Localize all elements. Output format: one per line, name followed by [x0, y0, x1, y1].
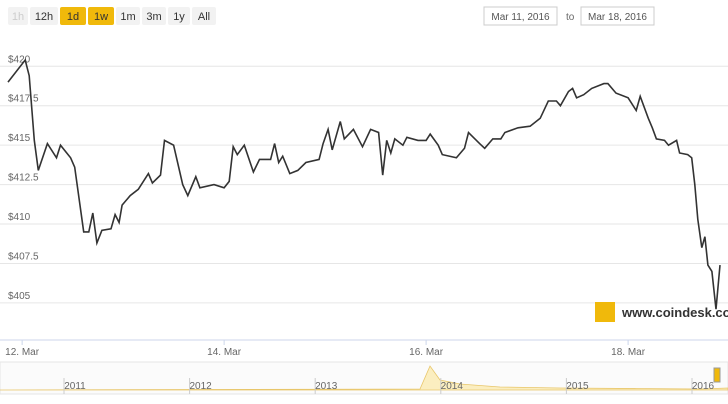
x-tick-label: 16. Mar — [409, 347, 444, 358]
navigator-area — [0, 365, 728, 391]
range-button[interactable] — [88, 7, 114, 25]
y-tick-label: $415 — [8, 133, 31, 144]
watermark: www.coindesk.com — [621, 305, 728, 320]
y-tick-label: $412.5 — [8, 173, 39, 184]
navigator-handle[interactable] — [713, 367, 721, 383]
y-tick-label: $410 — [8, 212, 31, 223]
range-button-label[interactable]: 1y — [173, 11, 185, 23]
range-button[interactable] — [168, 7, 190, 25]
range-button-label[interactable]: 12h — [35, 11, 53, 23]
range-button[interactable] — [116, 7, 140, 25]
navigator-year: 2011 — [64, 381, 86, 392]
navigator-year: 2013 — [315, 381, 338, 392]
range-button[interactable] — [60, 7, 86, 25]
date-input[interactable] — [580, 6, 655, 26]
range-button[interactable] — [142, 7, 166, 25]
navigator-year: 2014 — [441, 381, 464, 392]
range-button-label[interactable]: 1m — [120, 11, 135, 23]
y-tick-label: $420 — [8, 54, 31, 65]
date-input-text[interactable]: Mar 11, 2016 — [491, 12, 550, 23]
navigator-year: 2012 — [189, 381, 212, 392]
range-button — [8, 7, 28, 25]
range-button-label: 1h — [12, 11, 24, 23]
date-input-text[interactable]: Mar 18, 2016 — [588, 12, 647, 23]
y-tick-label: $405 — [8, 291, 31, 302]
date-separator: to — [566, 12, 575, 23]
logo-icon — [595, 302, 615, 322]
range-button[interactable] — [192, 7, 216, 25]
price-line — [7, 58, 721, 310]
y-tick-label: $417.5 — [8, 94, 39, 105]
range-button-label[interactable]: 3m — [146, 11, 161, 23]
date-input[interactable] — [483, 6, 558, 26]
x-tick-label: 18. Mar — [611, 347, 646, 358]
range-button[interactable] — [30, 7, 58, 25]
range-button-label[interactable]: 1w — [94, 11, 108, 23]
y-tick-label: $407.5 — [8, 251, 39, 262]
navigator-year: 2016 — [692, 381, 715, 392]
x-tick-label: 14. Mar — [207, 347, 242, 358]
range-button-label[interactable]: All — [198, 11, 210, 23]
navigator-year: 2015 — [566, 381, 589, 392]
x-tick-label: 12. Mar — [5, 347, 40, 358]
range-button-label[interactable]: 1d — [67, 11, 79, 23]
